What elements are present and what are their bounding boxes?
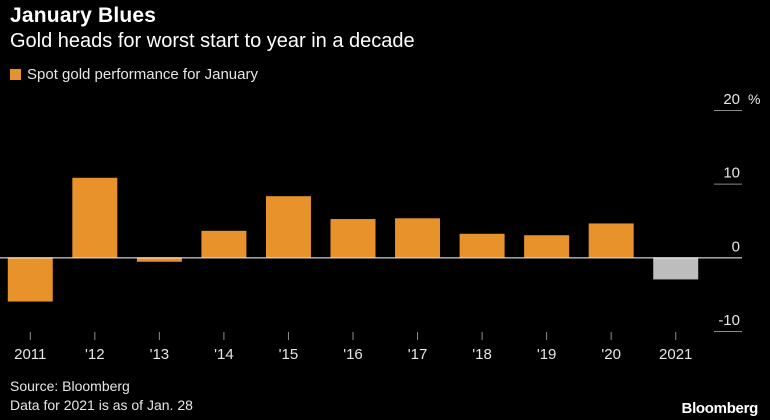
x-tick-label: '19: [537, 346, 557, 363]
bar-19: [524, 235, 570, 258]
y-tick-label: 20: [723, 91, 740, 108]
source-note: Source: Bloomberg Data for 2021 is as of…: [10, 377, 193, 415]
x-tick-label: '20: [601, 346, 621, 363]
x-tick-label: '13: [150, 346, 170, 363]
x-tick-label: '18: [472, 346, 492, 363]
legend-swatch: [10, 69, 21, 80]
y-unit-label: %: [748, 91, 760, 107]
y-tick-label: -10: [718, 312, 740, 329]
bar-12: [72, 177, 118, 258]
bar-20: [588, 223, 634, 258]
y-tick-label: 10: [723, 165, 740, 182]
chart-title: January Blues: [10, 4, 157, 27]
bar-18: [459, 233, 505, 258]
bar-15: [265, 196, 311, 258]
source-text: Source: Bloomberg: [10, 378, 130, 394]
bar-17: [395, 218, 441, 258]
data-note-text: Data for 2021 is as of Jan. 28: [10, 397, 193, 413]
legend: Spot gold performance for January: [10, 66, 258, 83]
y-tick-label: 0: [732, 238, 740, 255]
x-tick-label: '12: [85, 346, 105, 363]
bloomberg-logo: Bloomberg: [681, 400, 759, 417]
x-tick-label: '15: [279, 346, 299, 363]
bar-16: [330, 219, 376, 258]
x-tick-label: 2021: [659, 346, 692, 363]
legend-label: Spot gold performance for January: [27, 66, 258, 83]
x-tick-label: '17: [408, 346, 428, 363]
x-tick-label: 2011: [14, 346, 46, 363]
chart-subtitle: Gold heads for worst start to year in a …: [10, 30, 415, 52]
bar-14: [201, 230, 247, 258]
bar-2011: [7, 257, 53, 302]
x-tick-label: '16: [343, 346, 363, 363]
bar-13: [136, 257, 182, 262]
x-tick-label: '14: [214, 346, 234, 363]
bar-2021: [653, 257, 699, 280]
